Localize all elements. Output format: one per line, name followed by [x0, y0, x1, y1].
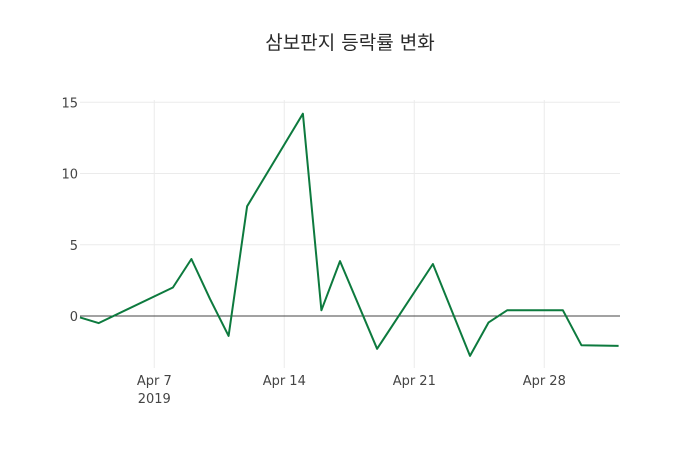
y-tick-label: 10: [61, 168, 78, 183]
x-tick-label: Apr 7: [137, 374, 172, 389]
y-tick-label: 0: [70, 310, 78, 325]
x-tick-label: Apr 28: [523, 374, 566, 389]
x-tick-label: Apr 14: [263, 374, 306, 389]
data-line: [79, 112, 619, 357]
chart-title: 삼보판지 등락률 변화: [265, 32, 435, 54]
x-tick-year-label: 2019: [138, 392, 171, 407]
x-tick-label: Apr 21: [393, 374, 436, 389]
y-tick-label: 5: [70, 239, 78, 254]
y-tick-label: 15: [61, 96, 78, 111]
